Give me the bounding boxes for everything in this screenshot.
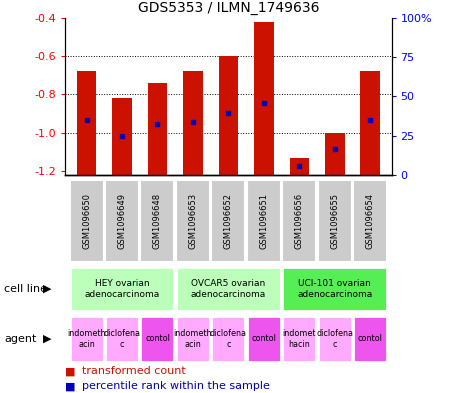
Bar [353,180,387,263]
Bar [69,267,175,311]
Text: ■: ■ [65,366,76,376]
Bar [318,180,352,263]
Bar [282,180,316,263]
Bar [176,180,210,263]
Bar [219,56,238,175]
Bar [254,22,274,175]
Text: percentile rank within the sample: percentile rank within the sample [82,381,270,391]
Bar [282,267,387,311]
Text: agent: agent [4,334,37,344]
Text: UCI-101 ovarian
adenocarcinoma: UCI-101 ovarian adenocarcinoma [297,279,373,299]
Bar [247,316,281,362]
Text: GSM1096650: GSM1096650 [82,193,91,249]
Text: diclofena
c: diclofena c [210,329,247,349]
Bar [140,180,175,263]
Bar [212,316,245,362]
Text: indometh
acin: indometh acin [68,329,106,349]
Bar [69,316,104,362]
Bar [77,72,96,175]
Text: indomet
hacin: indomet hacin [283,329,316,349]
Bar [69,180,104,263]
Bar [247,180,281,263]
Text: contol: contol [145,334,170,343]
Text: ▶: ▶ [43,284,51,294]
Text: ▶: ▶ [43,334,51,344]
Bar [282,316,316,362]
Title: GDS5353 / ILMN_1749636: GDS5353 / ILMN_1749636 [138,1,319,15]
Bar [176,267,281,311]
Text: diclofena
c: diclofena c [104,329,140,349]
Bar [112,98,132,175]
Text: GSM1096655: GSM1096655 [330,193,339,249]
Bar [318,316,352,362]
Text: contol: contol [358,334,382,343]
Text: cell line: cell line [4,284,48,294]
Text: GSM1096652: GSM1096652 [224,193,233,249]
Bar [176,316,210,362]
Text: indometh
acin: indometh acin [174,329,212,349]
Text: GSM1096648: GSM1096648 [153,193,162,249]
Text: contol: contol [252,334,276,343]
Bar [105,316,139,362]
Bar [353,316,387,362]
Text: GSM1096649: GSM1096649 [117,193,126,249]
Text: HEY ovarian
adenocarcinoma: HEY ovarian adenocarcinoma [84,279,160,299]
Bar [212,180,245,263]
Text: GSM1096656: GSM1096656 [295,193,304,249]
Bar [183,72,202,175]
Bar [325,133,345,175]
Bar [140,316,175,362]
Text: ■: ■ [65,381,76,391]
Text: transformed count: transformed count [82,366,186,376]
Bar [105,180,139,263]
Bar [289,158,309,175]
Text: GSM1096651: GSM1096651 [259,193,268,249]
Text: diclofena
c: diclofena c [316,329,353,349]
Text: GSM1096653: GSM1096653 [189,193,198,249]
Bar [148,83,167,175]
Text: GSM1096654: GSM1096654 [366,193,375,249]
Bar [360,72,380,175]
Text: OVCAR5 ovarian
adenocarcinoma: OVCAR5 ovarian adenocarcinoma [191,279,266,299]
